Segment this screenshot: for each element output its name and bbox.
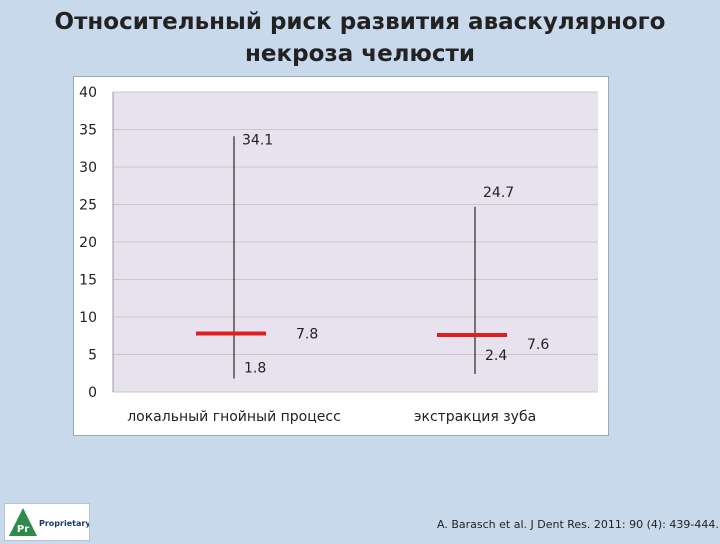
high-value-label: 34.1 <box>242 132 273 148</box>
citation: A. Barasch et al. J Dent Res. 2011: 90 (… <box>437 518 719 531</box>
y-tick-label: 15 <box>79 273 97 289</box>
low-value-label: 1.8 <box>244 361 266 377</box>
logo-text: Proprietary <box>39 519 89 528</box>
y-tick-label: 35 <box>79 123 97 139</box>
y-tick-label: 20 <box>79 235 97 251</box>
y-tick-label: 40 <box>79 85 97 101</box>
proprietary-logo: Pr Proprietary <box>4 503 91 541</box>
y-tick-label: 25 <box>79 198 97 214</box>
y-tick-label: 10 <box>79 310 97 326</box>
y-tick-label: 0 <box>88 385 97 401</box>
title-line-1: Относительный риск развития аваскулярног… <box>54 9 666 35</box>
category-label: экстракция зуба <box>414 409 536 425</box>
high-value-label: 24.7 <box>483 185 514 201</box>
y-tick-label: 30 <box>79 160 97 176</box>
low-value-label: 2.4 <box>485 348 507 364</box>
marker-value-label: 7.8 <box>296 327 318 343</box>
chart-title: Относительный риск развития аваскулярног… <box>0 6 720 70</box>
category-label: локальный гнойный процесс <box>127 409 341 425</box>
marker-value-label: 7.6 <box>527 337 549 353</box>
title-line-2: некроза челюсти <box>245 41 475 67</box>
y-tick-label: 5 <box>88 348 97 364</box>
logo-mark: Pr <box>17 524 29 535</box>
logo-triangle-icon <box>9 508 37 536</box>
